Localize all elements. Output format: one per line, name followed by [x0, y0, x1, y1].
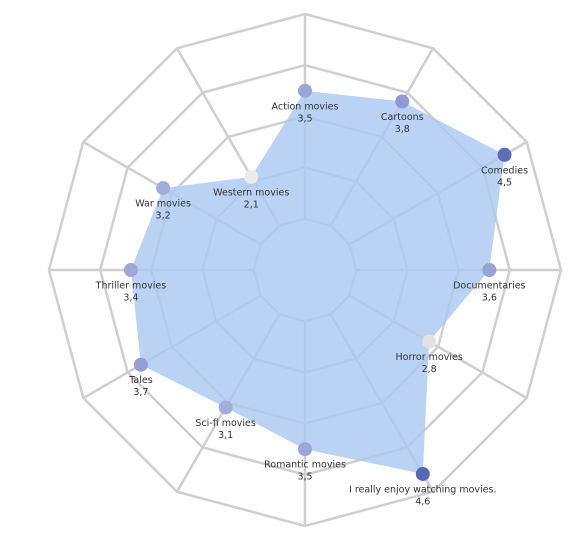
value-label: 3,2 — [156, 211, 171, 222]
category-label: I really enjoy watching movies. — [349, 484, 496, 495]
category-label: Horror movies — [396, 352, 463, 363]
value-label: 3,4 — [123, 293, 138, 304]
value-label: 2,1 — [244, 199, 259, 210]
category-label: Romantic movies — [264, 460, 346, 471]
category-label: Documentaries — [453, 281, 525, 292]
area — [130, 90, 505, 474]
point — [298, 83, 312, 98]
category-label: War movies — [135, 199, 191, 210]
value-label: 2,8 — [422, 364, 437, 375]
point — [298, 442, 312, 457]
point — [395, 94, 410, 109]
category-label: Action movies — [272, 101, 339, 112]
grid-ring — [47, 12, 563, 528]
point — [156, 181, 171, 196]
point — [133, 357, 148, 372]
point — [244, 169, 259, 184]
category-label: Thriller movies — [95, 281, 167, 292]
point — [422, 334, 437, 349]
value-label: 4,5 — [497, 177, 512, 188]
category-label: Sci-fi movies — [195, 418, 255, 429]
category-label: Cartoons — [381, 112, 424, 123]
value-label: 3,6 — [482, 293, 497, 304]
point — [497, 147, 512, 162]
value-label: 3,8 — [395, 124, 410, 135]
value-label: 3,5 — [297, 113, 312, 124]
point — [123, 263, 138, 277]
category-label: Tales — [128, 375, 153, 386]
category-label: Comedies — [481, 165, 528, 176]
value-label: 3,5 — [297, 472, 312, 483]
point — [218, 400, 233, 415]
point — [482, 263, 497, 277]
value-label: 3,7 — [133, 387, 148, 398]
value-label: 3,1 — [218, 430, 233, 441]
category-label: Western movies — [213, 187, 289, 198]
point — [415, 466, 430, 481]
value-label: 4,6 — [415, 496, 430, 507]
